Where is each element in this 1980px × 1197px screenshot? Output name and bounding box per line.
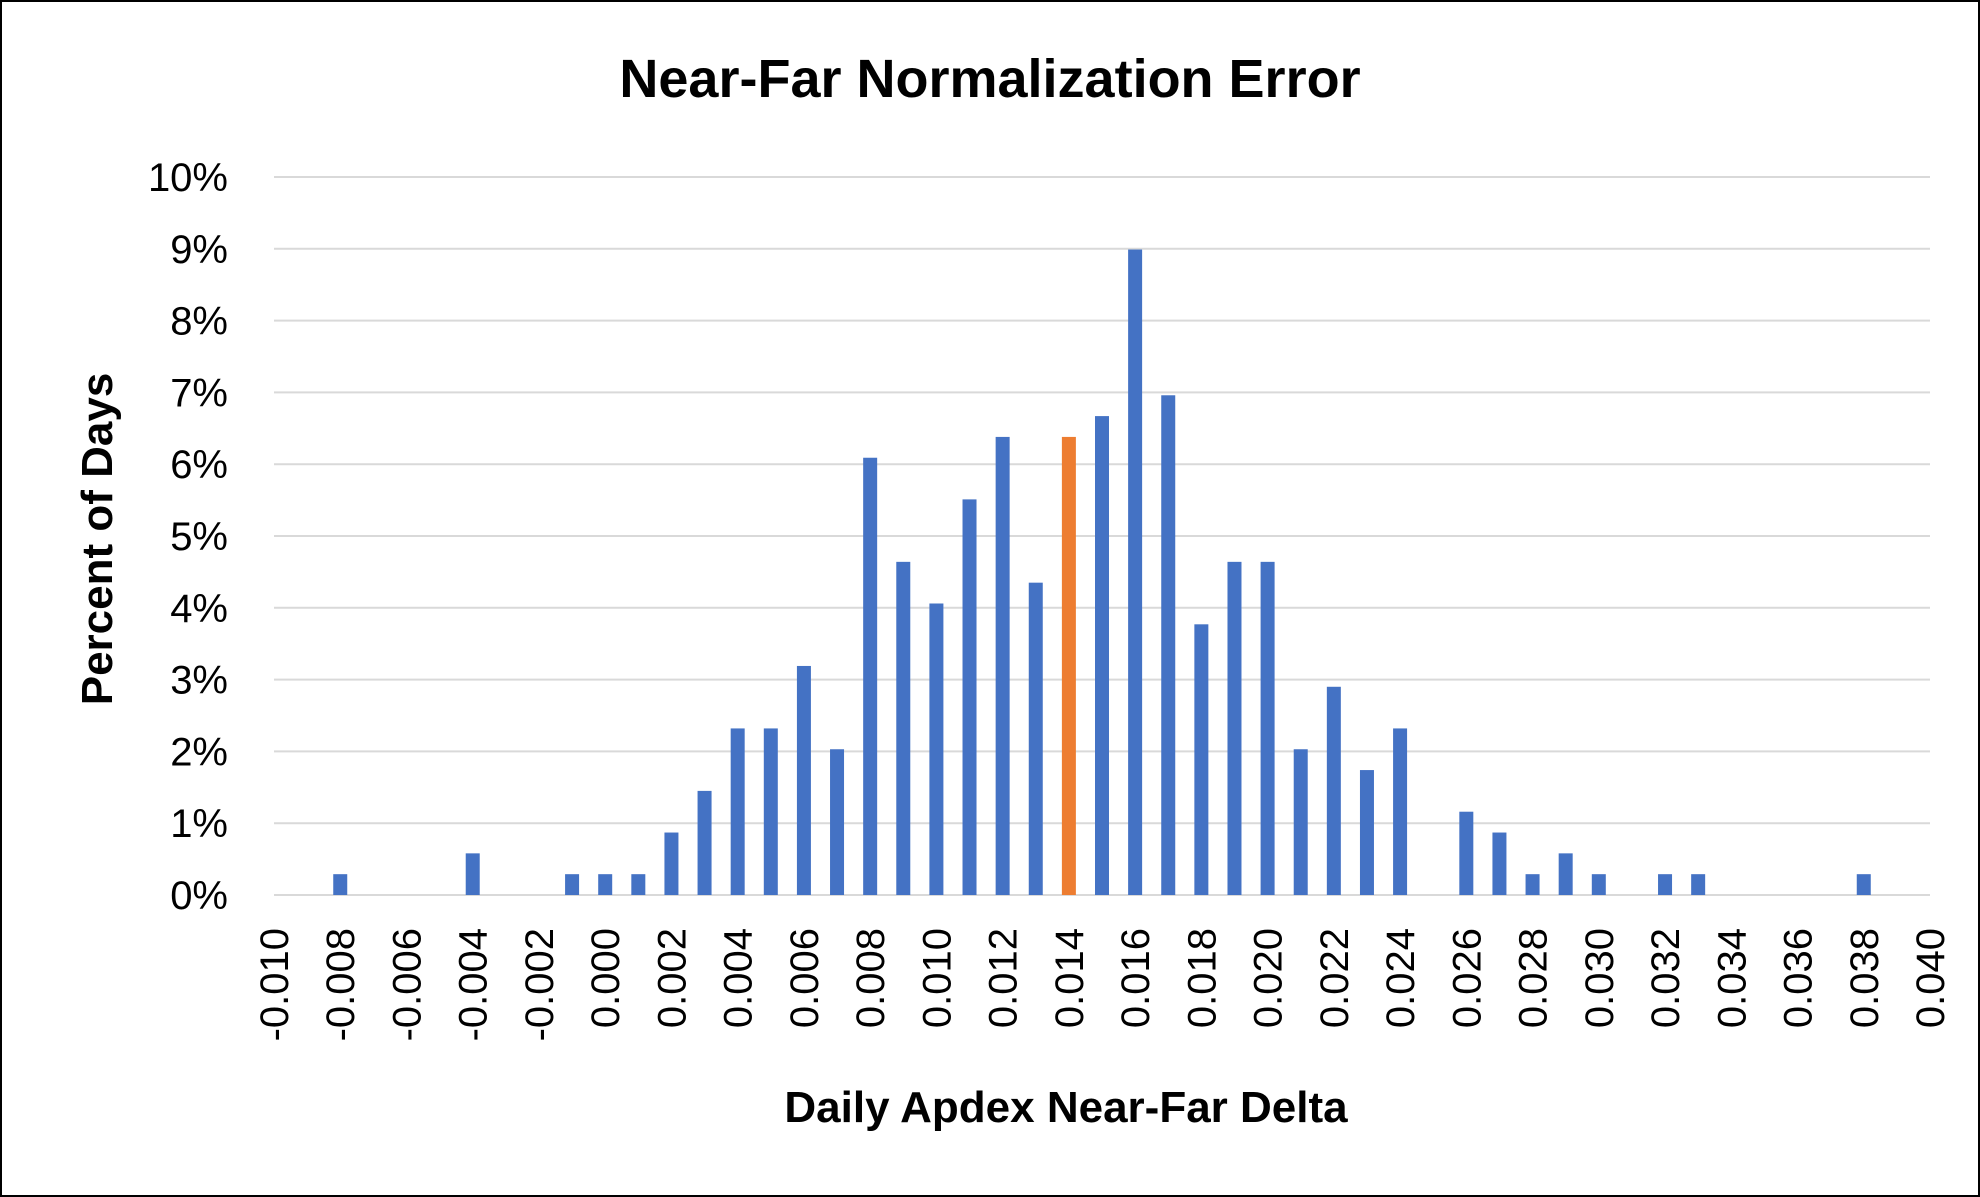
bar xyxy=(1691,874,1706,895)
bar xyxy=(995,436,1010,895)
x-tick-label: 0.028 xyxy=(1512,928,1556,1028)
bar xyxy=(763,728,778,895)
bar xyxy=(929,603,944,895)
chart-title: Near-Far Normalization Error xyxy=(619,49,1360,109)
bar xyxy=(697,790,712,895)
bar xyxy=(1459,811,1474,895)
bar xyxy=(631,874,646,895)
bar xyxy=(1558,853,1573,895)
x-axis-ticks: -0.010 -0.008 -0.006 -0.004 -0.002 0.000 0.002… xyxy=(253,928,1953,1041)
x-tick-label: 0.016 xyxy=(1114,928,1158,1028)
bar xyxy=(598,874,613,895)
x-tick-label: 0.026 xyxy=(1445,928,1489,1028)
bar xyxy=(1227,561,1242,895)
y-axis-title: Percent of Days xyxy=(73,373,122,706)
y-tick-label: 2% xyxy=(170,730,228,774)
x-tick-label: 0.014 xyxy=(1048,928,1092,1028)
bars xyxy=(333,249,1871,895)
x-tick-label: 0.004 xyxy=(717,928,761,1028)
y-axis-ticks: 0% 1% 2% 3% 4% 5% 6% 7% 8% 9% 10% xyxy=(148,156,228,918)
x-tick-label: 0.012 xyxy=(982,928,1026,1028)
y-tick-label: 1% xyxy=(170,802,228,846)
bar xyxy=(465,853,480,895)
bar xyxy=(1194,624,1209,895)
bar xyxy=(664,832,679,895)
bar xyxy=(1028,582,1043,895)
bar xyxy=(863,457,878,895)
x-tick-label: 0.020 xyxy=(1247,928,1291,1028)
bar xyxy=(1128,249,1143,895)
y-tick-label: 7% xyxy=(170,371,228,415)
bar xyxy=(796,665,811,895)
bar xyxy=(1293,749,1308,895)
x-tick-label: -0.006 xyxy=(385,928,429,1041)
bar xyxy=(565,874,580,895)
x-tick-label: 0.024 xyxy=(1379,928,1423,1028)
bar xyxy=(1658,874,1673,895)
y-tick-label: 4% xyxy=(170,587,228,631)
bar xyxy=(1095,416,1109,895)
x-tick-label: 0.000 xyxy=(584,928,628,1028)
bar xyxy=(896,561,911,895)
x-tick-label: 0.030 xyxy=(1578,928,1622,1028)
x-tick-label: 0.002 xyxy=(650,928,694,1028)
x-tick-label: 0.008 xyxy=(849,928,893,1028)
x-tick-label: -0.010 xyxy=(253,928,297,1041)
bar xyxy=(1856,874,1871,895)
x-tick-label: 0.032 xyxy=(1644,928,1688,1028)
bar xyxy=(730,728,745,895)
x-tick-label: 0.034 xyxy=(1710,928,1754,1028)
x-tick-label: -0.008 xyxy=(319,928,363,1041)
x-tick-label: 0.036 xyxy=(1777,928,1821,1028)
y-tick-label: 3% xyxy=(170,659,228,703)
y-tick-label: 9% xyxy=(170,228,228,272)
x-tick-label: 0.040 xyxy=(1909,928,1953,1028)
bar xyxy=(962,499,977,895)
y-tick-label: 5% xyxy=(170,515,228,559)
bar-highlighted xyxy=(1061,436,1076,895)
bar xyxy=(1591,874,1606,895)
x-tick-label: 0.006 xyxy=(783,928,827,1028)
bar xyxy=(1359,770,1374,895)
bar xyxy=(1525,874,1540,895)
y-tick-label: 8% xyxy=(170,300,228,344)
bar xyxy=(333,874,348,895)
x-tick-label: 0.010 xyxy=(915,928,959,1028)
x-tick-label: -0.002 xyxy=(518,928,562,1041)
bar xyxy=(1326,686,1341,895)
x-tick-label: 0.038 xyxy=(1843,928,1887,1028)
bar xyxy=(830,749,845,895)
y-tick-label: 10% xyxy=(148,156,228,200)
x-tick-label: -0.004 xyxy=(452,928,496,1041)
bar xyxy=(1492,832,1507,895)
x-tick-label: 0.022 xyxy=(1313,928,1357,1028)
y-tick-label: 6% xyxy=(170,443,228,487)
y-tick-label: 0% xyxy=(170,874,228,918)
bar xyxy=(1260,561,1275,895)
x-tick-label: 0.018 xyxy=(1180,928,1224,1028)
bar xyxy=(1161,395,1176,895)
x-axis-title: Daily Apdex Near-Far Delta xyxy=(784,1083,1348,1132)
bar xyxy=(1393,728,1408,895)
